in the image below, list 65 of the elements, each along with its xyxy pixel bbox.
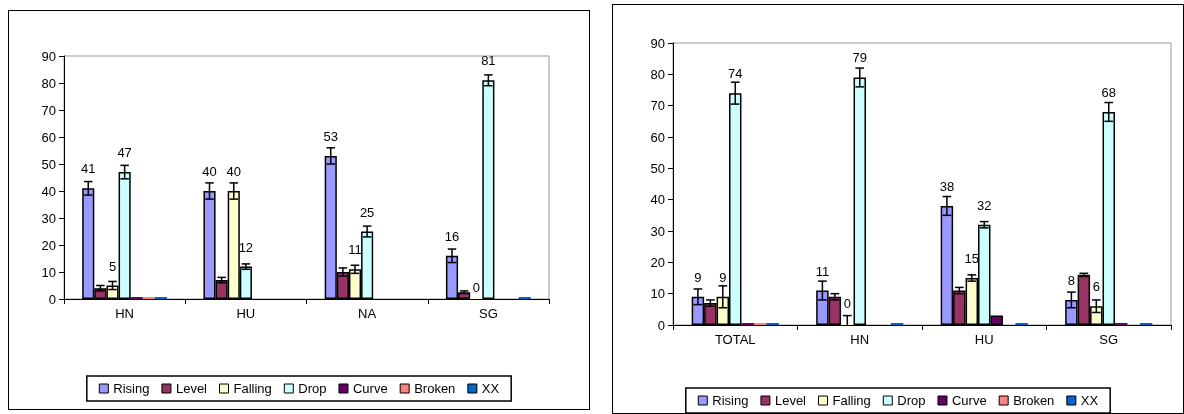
y-tick-label: 20 <box>41 237 56 253</box>
y-tick-label: 30 <box>650 223 665 239</box>
x-tick-label: SG <box>478 306 498 321</box>
data-label: 6 <box>1092 279 1100 295</box>
legend-label: Broken <box>414 381 456 396</box>
legend-label: Falling <box>233 381 272 396</box>
data-label: 16 <box>444 228 460 244</box>
y-tick-label: 50 <box>650 160 665 176</box>
data-label: 9 <box>694 269 702 285</box>
data-label: 40 <box>202 164 217 179</box>
y-tick-label: 0 <box>48 291 56 307</box>
y-tick-label: 10 <box>650 286 665 302</box>
data-label: 53 <box>323 128 338 144</box>
y-tick-label: 60 <box>650 129 665 145</box>
y-tick-label: 40 <box>650 192 665 208</box>
x-tick-label: HN <box>115 306 135 321</box>
x-tick-label: SG <box>1099 332 1119 347</box>
data-label: 40 <box>226 164 241 179</box>
data-label: 5 <box>108 258 117 274</box>
y-tick-label: 80 <box>650 66 665 82</box>
data-label: 81 <box>481 53 496 69</box>
data-label: 38 <box>939 178 955 194</box>
x-tick-label: HU <box>974 332 994 347</box>
y-tick-label: 10 <box>41 264 56 280</box>
data-label: 32 <box>977 197 992 213</box>
y-tick-label: 90 <box>650 35 665 51</box>
y-tick-label: 80 <box>41 75 56 91</box>
data-label: 79 <box>852 50 867 66</box>
x-tick-label: NA <box>358 306 377 321</box>
y-tick-label: 60 <box>41 129 56 145</box>
legend-label: XX <box>1080 393 1099 408</box>
data-label: 47 <box>117 145 132 161</box>
legend-label: Drop <box>897 393 926 408</box>
legend-label: Curve <box>352 381 388 396</box>
data-label: 25 <box>359 204 375 220</box>
y-tick-label: 30 <box>41 210 56 226</box>
data-label: 11 <box>815 263 830 279</box>
legend-label: XX <box>481 381 500 396</box>
y-tick-label: 0 <box>657 317 665 333</box>
legend-label: Drop <box>298 381 327 396</box>
data-label: 74 <box>728 66 743 82</box>
data-label: 0 <box>843 296 851 311</box>
y-tick-label: 70 <box>650 98 665 114</box>
data-label: 41 <box>81 161 96 177</box>
y-tick-label: 50 <box>41 156 56 172</box>
legend-label: Broken <box>1013 393 1055 408</box>
y-tick-label: 40 <box>41 183 56 199</box>
data-label: 68 <box>1101 84 1116 100</box>
data-label: 9 <box>719 269 727 285</box>
legend-label: Level <box>774 393 807 408</box>
legend-label: Falling <box>832 393 871 408</box>
data-label: 15 <box>964 251 980 266</box>
y-tick-label: 70 <box>41 102 56 118</box>
y-tick-label: 90 <box>41 48 56 64</box>
legend-label: Rising <box>712 393 749 408</box>
legend-label: Curve <box>951 393 987 408</box>
data-label: 8 <box>1067 272 1076 288</box>
y-tick-label: 20 <box>650 254 665 270</box>
legend-label: Rising <box>113 381 150 396</box>
x-tick-label: TOTAL <box>714 332 756 347</box>
x-tick-label: HN <box>850 332 870 347</box>
data-label: 11 <box>348 242 362 258</box>
data-label: 0 <box>472 280 480 295</box>
legend-label: Level <box>175 381 208 396</box>
x-tick-label: HU <box>236 306 256 321</box>
